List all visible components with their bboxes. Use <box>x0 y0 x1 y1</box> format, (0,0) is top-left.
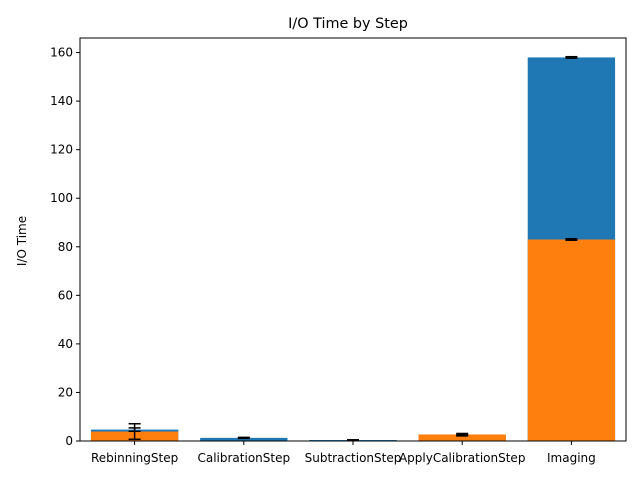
errorbars-layer <box>128 55 578 442</box>
x-tick-label-4: Imaging <box>547 451 596 465</box>
y-tick-label-1: 20 <box>58 385 73 399</box>
y-tick-label-2: 40 <box>58 337 73 351</box>
bar-series1-1 <box>200 437 288 441</box>
y-tick-label-4: 80 <box>58 240 73 254</box>
y-tick-label-5: 100 <box>50 191 73 205</box>
x-tick-label-3: ApplyCalibrationStep <box>399 451 526 465</box>
y-tick-label-3: 60 <box>58 288 73 302</box>
axes-layer: 0 20 40 60 80 100 120 140 160 RebinningStep Calibr… <box>50 37 627 465</box>
x-tick-label-2: SubtractionStep <box>305 451 402 465</box>
x-tick-label-1: CalibrationStep <box>197 451 290 465</box>
chart-title: I/O Time by Step <box>288 16 408 32</box>
bar-series2-3 <box>418 434 506 441</box>
bar-series2-4 <box>527 239 616 441</box>
y-tick-label-0: 0 <box>65 434 73 448</box>
y-tick-label-7: 140 <box>50 94 73 108</box>
bars-layer <box>90 57 616 441</box>
y-tick-label-8: 160 <box>50 46 73 60</box>
y-tick-label-6: 120 <box>50 143 73 157</box>
x-tick-label-0: RebinningStep <box>91 451 178 465</box>
y-axis-label: I/O Time <box>15 216 29 266</box>
